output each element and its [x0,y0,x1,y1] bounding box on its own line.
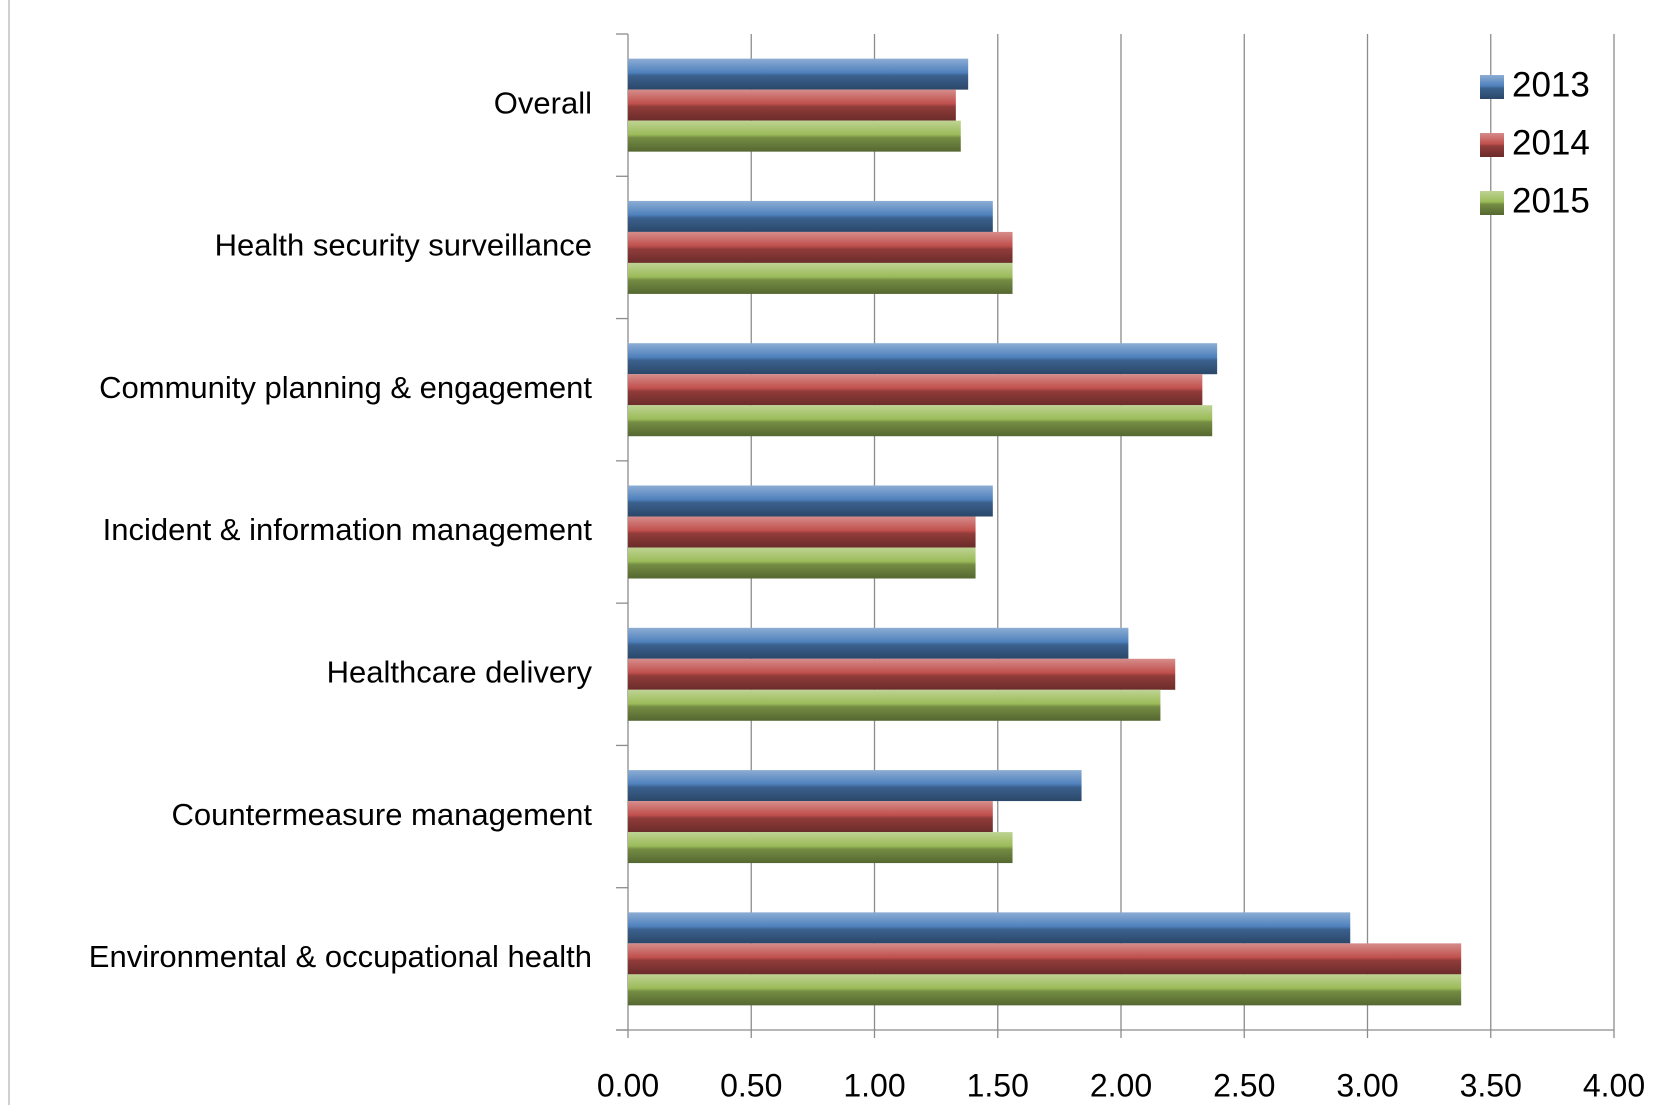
x-tick-label: 4.00 [1583,1067,1645,1103]
legend-label: 2015 [1512,181,1590,220]
bar [628,120,961,152]
y-tick-label: Healthcare delivery [327,654,593,689]
bar [628,516,976,548]
x-tick-label: 0.00 [597,1067,659,1103]
bar [628,627,1129,659]
legend-swatch [1480,133,1504,157]
bar [628,231,1013,263]
x-tick-label: 3.50 [1460,1067,1522,1103]
bar [628,343,1218,375]
bar [628,89,956,121]
y-tick-label: Overall [494,85,592,120]
y-tick-label: Countermeasure management [172,797,593,832]
bar [628,262,1013,294]
y-tick-label: Incident & information management [103,512,593,547]
bar [628,689,1161,721]
bar [628,547,976,579]
legend-swatch [1480,75,1504,99]
legend-swatch [1480,191,1504,215]
bar [628,801,993,833]
bar [628,912,1351,944]
bar [628,405,1213,437]
y-tick-label: Community planning & engagement [99,370,592,405]
y-tick-label: Environmental & occupational health [89,939,592,974]
bar [628,832,1013,864]
legend-label: 2014 [1512,123,1590,162]
bar [628,770,1082,802]
x-tick-label: 2.00 [1090,1067,1152,1103]
bar [628,58,969,90]
bar [628,943,1462,975]
bar [628,200,993,232]
legend-label: 2013 [1512,65,1590,104]
x-tick-label: 2.50 [1213,1067,1275,1103]
bar [628,374,1203,406]
x-tick-label: 3.00 [1336,1067,1398,1103]
bar [628,485,993,517]
bar [628,658,1176,690]
y-tick-label: Health security surveillance [215,228,592,263]
bar [628,974,1462,1006]
x-tick-label: 0.50 [720,1067,782,1103]
x-tick-label: 1.00 [843,1067,905,1103]
x-tick-label: 1.50 [967,1067,1029,1103]
